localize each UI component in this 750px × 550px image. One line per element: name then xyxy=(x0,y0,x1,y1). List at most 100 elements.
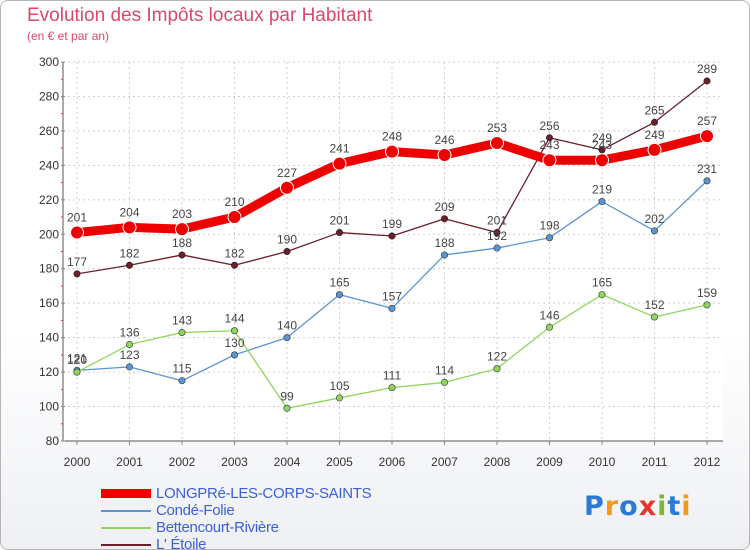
data-point-conde-folie[interactable] xyxy=(231,351,239,359)
data-label-bettencourt: 144 xyxy=(224,312,244,326)
x-tick-label: 2004 xyxy=(274,455,301,469)
data-label-bettencourt: 136 xyxy=(119,326,139,340)
data-point-longpre[interactable] xyxy=(700,129,714,144)
data-label-longpre: 243 xyxy=(592,138,612,152)
data-point-longpre[interactable] xyxy=(437,148,452,163)
data-point-etoile[interactable] xyxy=(493,229,501,237)
data-label-longpre: 204 xyxy=(119,205,139,219)
logo-letter: x xyxy=(638,491,658,522)
y-tick-label: 180 xyxy=(39,262,59,276)
data-point-longpre[interactable] xyxy=(385,144,399,159)
data-point-conde-folie[interactable] xyxy=(440,251,448,259)
x-axis-ticks: 2000 2001 2002 2003 2004 2005 2006 2007 2008 2009… xyxy=(64,441,721,469)
data-point-etoile[interactable] xyxy=(598,146,606,154)
data-point-etoile[interactable] xyxy=(703,77,711,85)
data-point-bettencourt[interactable] xyxy=(283,404,291,412)
data-label-longpre: 249 xyxy=(644,128,664,142)
data-point-bettencourt[interactable] xyxy=(650,313,658,321)
x-tick-label: 2005 xyxy=(326,455,353,469)
x-tick-label: 2000 xyxy=(64,455,91,469)
data-point-longpre[interactable] xyxy=(647,142,662,157)
legend-label: Condé-Folie xyxy=(156,502,235,519)
logo-letter: i xyxy=(657,491,668,522)
data-point-bettencourt[interactable] xyxy=(178,328,186,336)
chart-title: Evolution des Impôts locaux par Habitant xyxy=(27,5,373,26)
data-label-etoile: 177 xyxy=(67,255,87,269)
data-point-conde-folie[interactable] xyxy=(126,363,134,371)
data-point-etoile[interactable] xyxy=(545,134,553,142)
logo-letter: o xyxy=(619,491,639,522)
data-point-longpre[interactable] xyxy=(175,222,189,237)
proxiti-logo: Proxiti xyxy=(584,491,692,522)
data-label-conde-folie: 188 xyxy=(434,236,454,250)
data-point-longpre[interactable] xyxy=(280,180,294,195)
y-tick-label: 120 xyxy=(39,365,59,379)
x-tick-label: 2002 xyxy=(169,455,196,469)
data-point-etoile[interactable] xyxy=(178,251,186,259)
data-point-conde-folie[interactable] xyxy=(335,291,343,299)
y-tick-label: 160 xyxy=(39,296,59,310)
data-point-bettencourt[interactable] xyxy=(598,291,606,299)
data-point-conde-folie[interactable] xyxy=(545,234,553,242)
data-point-conde-folie[interactable] xyxy=(178,377,186,385)
data-point-conde-folie[interactable] xyxy=(388,304,396,312)
data-point-conde-folie[interactable] xyxy=(283,334,291,342)
chart-subtitle: (en € et par an) xyxy=(27,29,110,43)
y-tick-label: 280 xyxy=(39,89,59,103)
line-chart: 80 100 120 140 160 180 200 220 240 260 280 300 2000… xyxy=(39,55,723,469)
y-tick-label: 140 xyxy=(39,331,59,345)
data-point-etoile[interactable] xyxy=(335,229,343,237)
data-label-bettencourt: 105 xyxy=(329,379,349,393)
data-point-etoile[interactable] xyxy=(440,215,448,223)
data-point-bettencourt[interactable] xyxy=(545,323,553,331)
data-point-longpre[interactable] xyxy=(70,225,84,240)
y-axis-ticks: 80 100 120 140 160 180 200 220 240 260 280 300 xyxy=(39,55,65,448)
data-label-etoile: 265 xyxy=(644,103,664,117)
data-point-bettencourt[interactable] xyxy=(231,327,239,335)
data-labels: 121 123 115 130 140 165 157 188 192 198 219 202 231 1… xyxy=(67,62,717,403)
data-point-etoile[interactable] xyxy=(73,270,81,278)
x-tick-label: 2011 xyxy=(642,455,668,469)
data-point-bettencourt[interactable] xyxy=(440,378,448,386)
data-point-etoile[interactable] xyxy=(388,232,396,240)
data-point-conde-folie[interactable] xyxy=(598,198,606,206)
series-layer xyxy=(70,77,714,412)
data-point-etoile[interactable] xyxy=(126,261,134,269)
data-label-longpre: 243 xyxy=(539,138,559,152)
data-point-longpre[interactable] xyxy=(542,153,557,168)
data-label-etoile: 201 xyxy=(329,214,349,228)
data-label-etoile: 182 xyxy=(224,246,244,260)
legend-swatch-conde-folie xyxy=(101,510,151,512)
data-point-longpre[interactable] xyxy=(122,220,137,235)
x-tick-label: 2007 xyxy=(431,455,458,469)
data-label-longpre: 253 xyxy=(487,121,507,135)
data-point-etoile[interactable] xyxy=(283,248,291,256)
data-point-longpre[interactable] xyxy=(595,153,609,168)
data-point-bettencourt[interactable] xyxy=(126,341,134,349)
data-point-longpre[interactable] xyxy=(490,135,504,150)
data-point-bettencourt[interactable] xyxy=(388,384,396,392)
data-label-longpre: 210 xyxy=(224,195,244,209)
data-point-bettencourt[interactable] xyxy=(335,394,343,402)
data-point-etoile[interactable] xyxy=(650,118,658,126)
data-point-bettencourt[interactable] xyxy=(493,365,501,373)
data-label-bettencourt: 159 xyxy=(697,286,717,300)
data-point-bettencourt[interactable] xyxy=(73,368,81,376)
data-point-conde-folie[interactable] xyxy=(650,227,658,235)
data-point-etoile[interactable] xyxy=(231,261,239,269)
data-label-bettencourt: 114 xyxy=(435,363,454,377)
legend-label: L' Étoile xyxy=(156,536,207,550)
data-point-bettencourt[interactable] xyxy=(703,301,711,309)
legend-swatch-bettencourt xyxy=(101,527,151,529)
legend-label: Bettencourt-Rivière xyxy=(156,519,279,536)
y-tick-label: 80 xyxy=(46,434,60,448)
data-point-longpre[interactable] xyxy=(332,156,347,171)
data-point-conde-folie[interactable] xyxy=(703,177,711,185)
y-tick-label: 240 xyxy=(39,158,59,172)
data-point-conde-folie[interactable] xyxy=(493,244,501,252)
data-label-conde-folie: 157 xyxy=(382,289,402,303)
logo-letter: i xyxy=(681,491,692,522)
data-point-longpre[interactable] xyxy=(227,210,242,225)
y-tick-label: 220 xyxy=(39,193,59,207)
